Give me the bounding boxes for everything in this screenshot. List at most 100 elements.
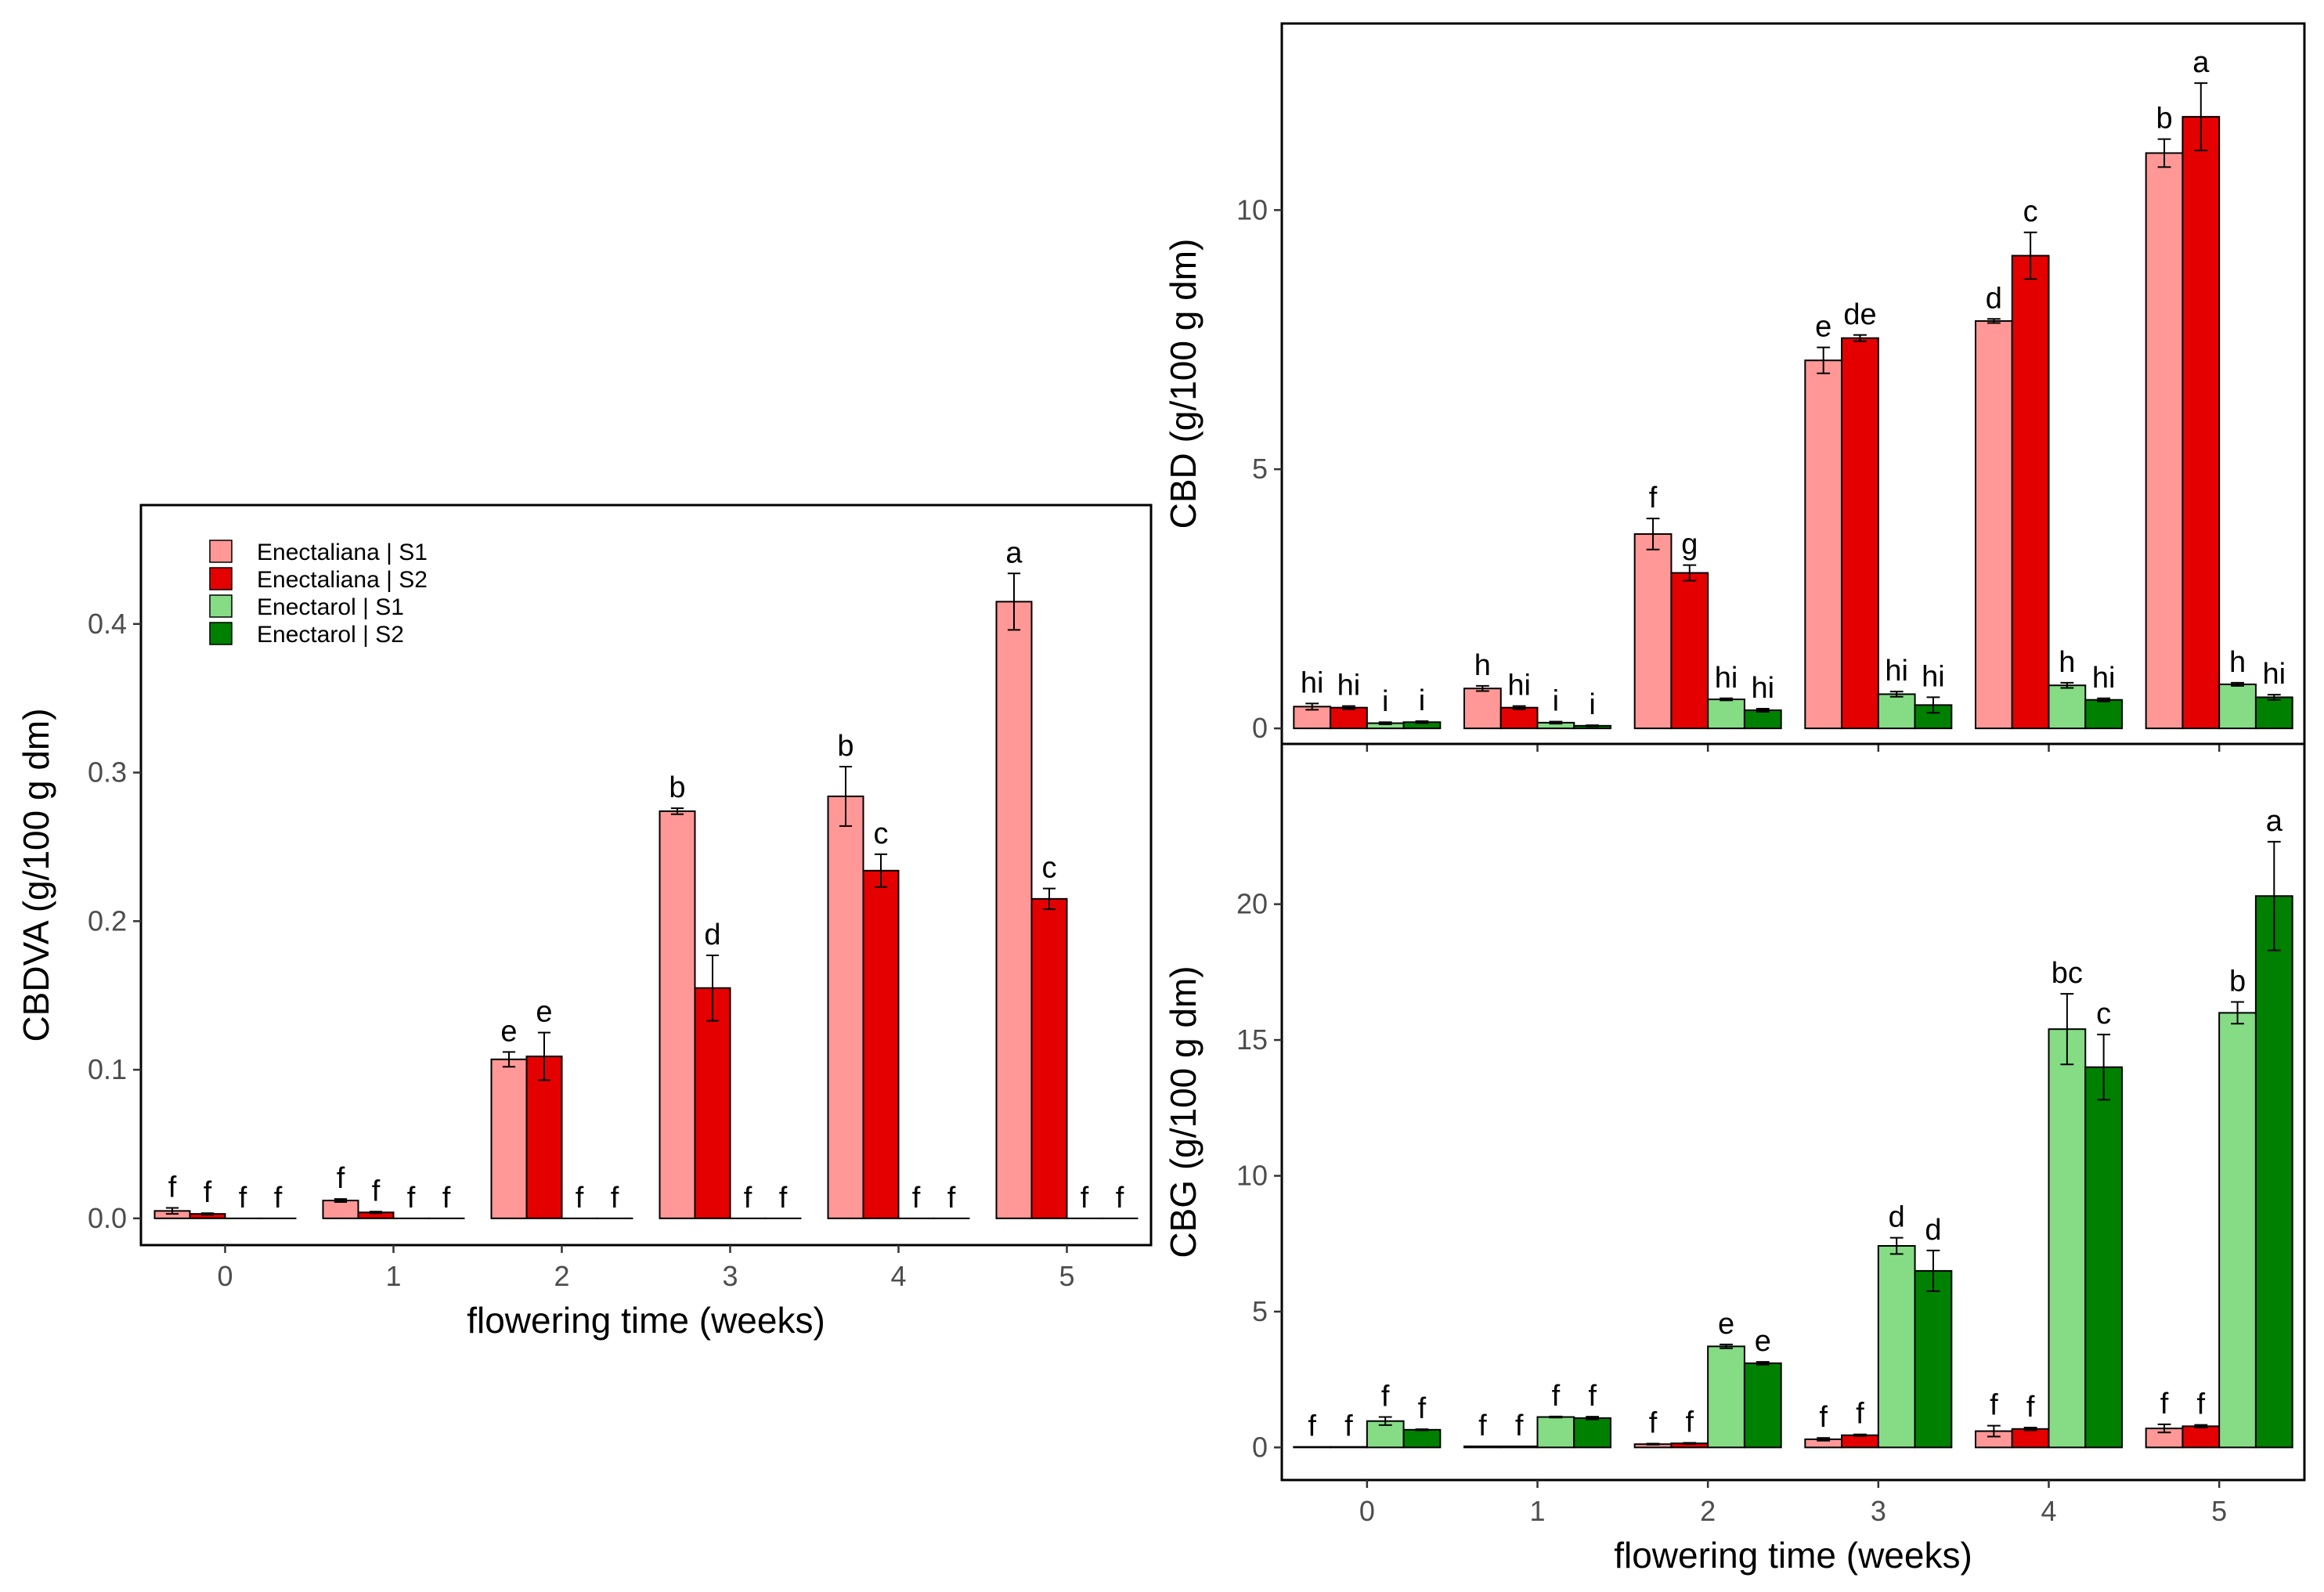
cbdva-panel-frame xyxy=(139,504,1153,1247)
cbd-significance-label: i xyxy=(1419,684,1425,717)
cbdva-significance-label: a xyxy=(1005,536,1023,569)
cbd-y-tick-label: 5 xyxy=(1252,453,1268,485)
cbdva-significance-label: f xyxy=(1116,1182,1124,1215)
cbg-bar xyxy=(1499,1445,1539,1449)
cbg-bar xyxy=(1707,1345,1745,1449)
cbg-significance-label: f xyxy=(1552,1380,1561,1413)
cbg-x-tick-label: 5 xyxy=(2211,1495,2227,1527)
cbdva-significance-label: f xyxy=(912,1182,921,1215)
cbg-x-tick-label: 3 xyxy=(1871,1495,1886,1527)
cbdva-bar xyxy=(995,601,1033,1219)
cbd-significance-label: hi xyxy=(2263,658,2286,691)
cbg-significance-label: f xyxy=(1308,1410,1316,1443)
cbg-bar xyxy=(1536,1416,1575,1449)
cbd-significance-label: b xyxy=(2156,103,2172,135)
cbd-significance-label: i xyxy=(1382,685,1388,718)
cbg-significance-label: d xyxy=(1925,1214,1941,1247)
cbdva-y-tick-label: 0.2 xyxy=(88,904,127,937)
cbdva-x-tick-label: 5 xyxy=(1059,1260,1074,1292)
cbdva-significance-label: f xyxy=(1081,1182,1089,1215)
cbdva-significance-label: b xyxy=(669,771,685,804)
cbg-bar xyxy=(1330,1446,1368,1449)
cbg-significance-label: f xyxy=(2160,1388,2169,1421)
cbd-significance-label: hi xyxy=(1337,670,1361,702)
cbd-bar xyxy=(1499,706,1539,730)
cbd-bar xyxy=(1841,337,1879,730)
cbd-bar xyxy=(1707,699,1745,730)
cbdva-y-axis-title: CBDVA (g/100 g dm) xyxy=(16,708,56,1041)
cbdva-y-tick-label: 0.4 xyxy=(88,608,127,640)
cbdva-significance-label: f xyxy=(407,1182,416,1215)
cbdva-x-tick-label: 2 xyxy=(554,1260,569,1292)
cbd-bar xyxy=(1743,709,1782,730)
cbg-bar xyxy=(1841,1434,1879,1449)
cbd-significance-label: hi xyxy=(1715,662,1738,695)
cbd-bar xyxy=(1804,359,1843,730)
cbd-significance-label: h xyxy=(1474,649,1491,682)
cbg-bar xyxy=(2048,1028,2087,1449)
legend-swatch xyxy=(209,567,233,590)
cbd-significance-label: a xyxy=(2192,46,2210,79)
cbg-bar xyxy=(1293,1446,1332,1449)
cbdva-y-tick-label: 0.3 xyxy=(88,756,127,789)
cbdva-significance-label: e xyxy=(536,996,552,1029)
cbdva-significance-label: f xyxy=(744,1182,752,1215)
cbg-significance-label: f xyxy=(1990,1389,1998,1422)
cbd-bar xyxy=(1670,572,1709,730)
cbd-bar xyxy=(1330,706,1368,730)
cbdva-significance-label: f xyxy=(442,1182,451,1215)
cbg-bar xyxy=(1402,1428,1442,1449)
cbdva-significance-label: f xyxy=(204,1176,212,1209)
cbdva-bar xyxy=(322,1200,359,1219)
legend-swatch xyxy=(209,622,233,645)
legend-label: Enectarol | S1 xyxy=(257,594,404,620)
cbd-significance-label: hi xyxy=(1885,655,1908,688)
cbg-significance-label: bc xyxy=(2052,957,2083,990)
cbdva-bar xyxy=(490,1058,528,1219)
legend-label: Enectaliana | S2 xyxy=(257,567,428,593)
cbdva-y-tick-label: 0.0 xyxy=(88,1202,127,1234)
cbdva-significance-label: b xyxy=(837,730,853,763)
cbg-y-axis-title: CBG (g/100 g dm) xyxy=(1163,966,1204,1258)
cbg-y-tick-label: 20 xyxy=(1236,888,1268,920)
cbg-significance-label: f xyxy=(2197,1388,2206,1421)
cbd-bar xyxy=(2048,684,2087,730)
cbd-y-tick-label: 10 xyxy=(1236,193,1268,226)
cbdva-significance-label: c xyxy=(1042,852,1057,885)
cbg-significance-label: f xyxy=(1686,1406,1694,1439)
cbdva-x-axis-title: flowering time (weeks) xyxy=(467,1300,825,1341)
cbg-significance-label: e xyxy=(1718,1308,1734,1341)
cbg-bar xyxy=(2084,1066,2123,1449)
cbg-bar xyxy=(1914,1269,1953,1449)
cbg-bar xyxy=(1463,1445,1502,1449)
cbdva-bar xyxy=(1030,897,1068,1219)
cbg-y-tick-label: 5 xyxy=(1252,1295,1268,1327)
cbd-significance-label: h xyxy=(2059,646,2075,679)
cbdva-significance-label: f xyxy=(372,1175,381,1208)
cbd-significance-label: f xyxy=(1649,482,1658,514)
cbg-bar xyxy=(1743,1362,1782,1449)
cbg-x-tick-label: 2 xyxy=(1700,1495,1716,1527)
cbd-significance-label: de xyxy=(1843,298,1876,331)
cbd-significance-label: hi xyxy=(1752,672,1775,705)
cbd-significance-label: d xyxy=(1986,282,2002,315)
cbd-significance-label: e xyxy=(1815,311,1831,344)
cbg-significance-label: f xyxy=(1478,1410,1487,1442)
cbg-significance-label: f xyxy=(1418,1392,1427,1425)
legend-label: Enectaliana | S1 xyxy=(257,540,428,565)
cbg-significance-label: f xyxy=(1515,1410,1524,1442)
cbg-x-tick-label: 4 xyxy=(2041,1495,2056,1527)
cbd-significance-label: c xyxy=(2023,196,2038,229)
cbdva-bar xyxy=(827,795,864,1219)
cbd-significance-label: h xyxy=(2229,646,2246,679)
legend-swatch xyxy=(209,540,233,563)
cbg-y-tick-label: 15 xyxy=(1236,1023,1268,1056)
cbdva-significance-label: f xyxy=(947,1182,956,1215)
cbdva-bar xyxy=(659,810,696,1219)
cbd-bar xyxy=(2181,116,2221,730)
cbg-significance-label: d xyxy=(1889,1201,1905,1234)
